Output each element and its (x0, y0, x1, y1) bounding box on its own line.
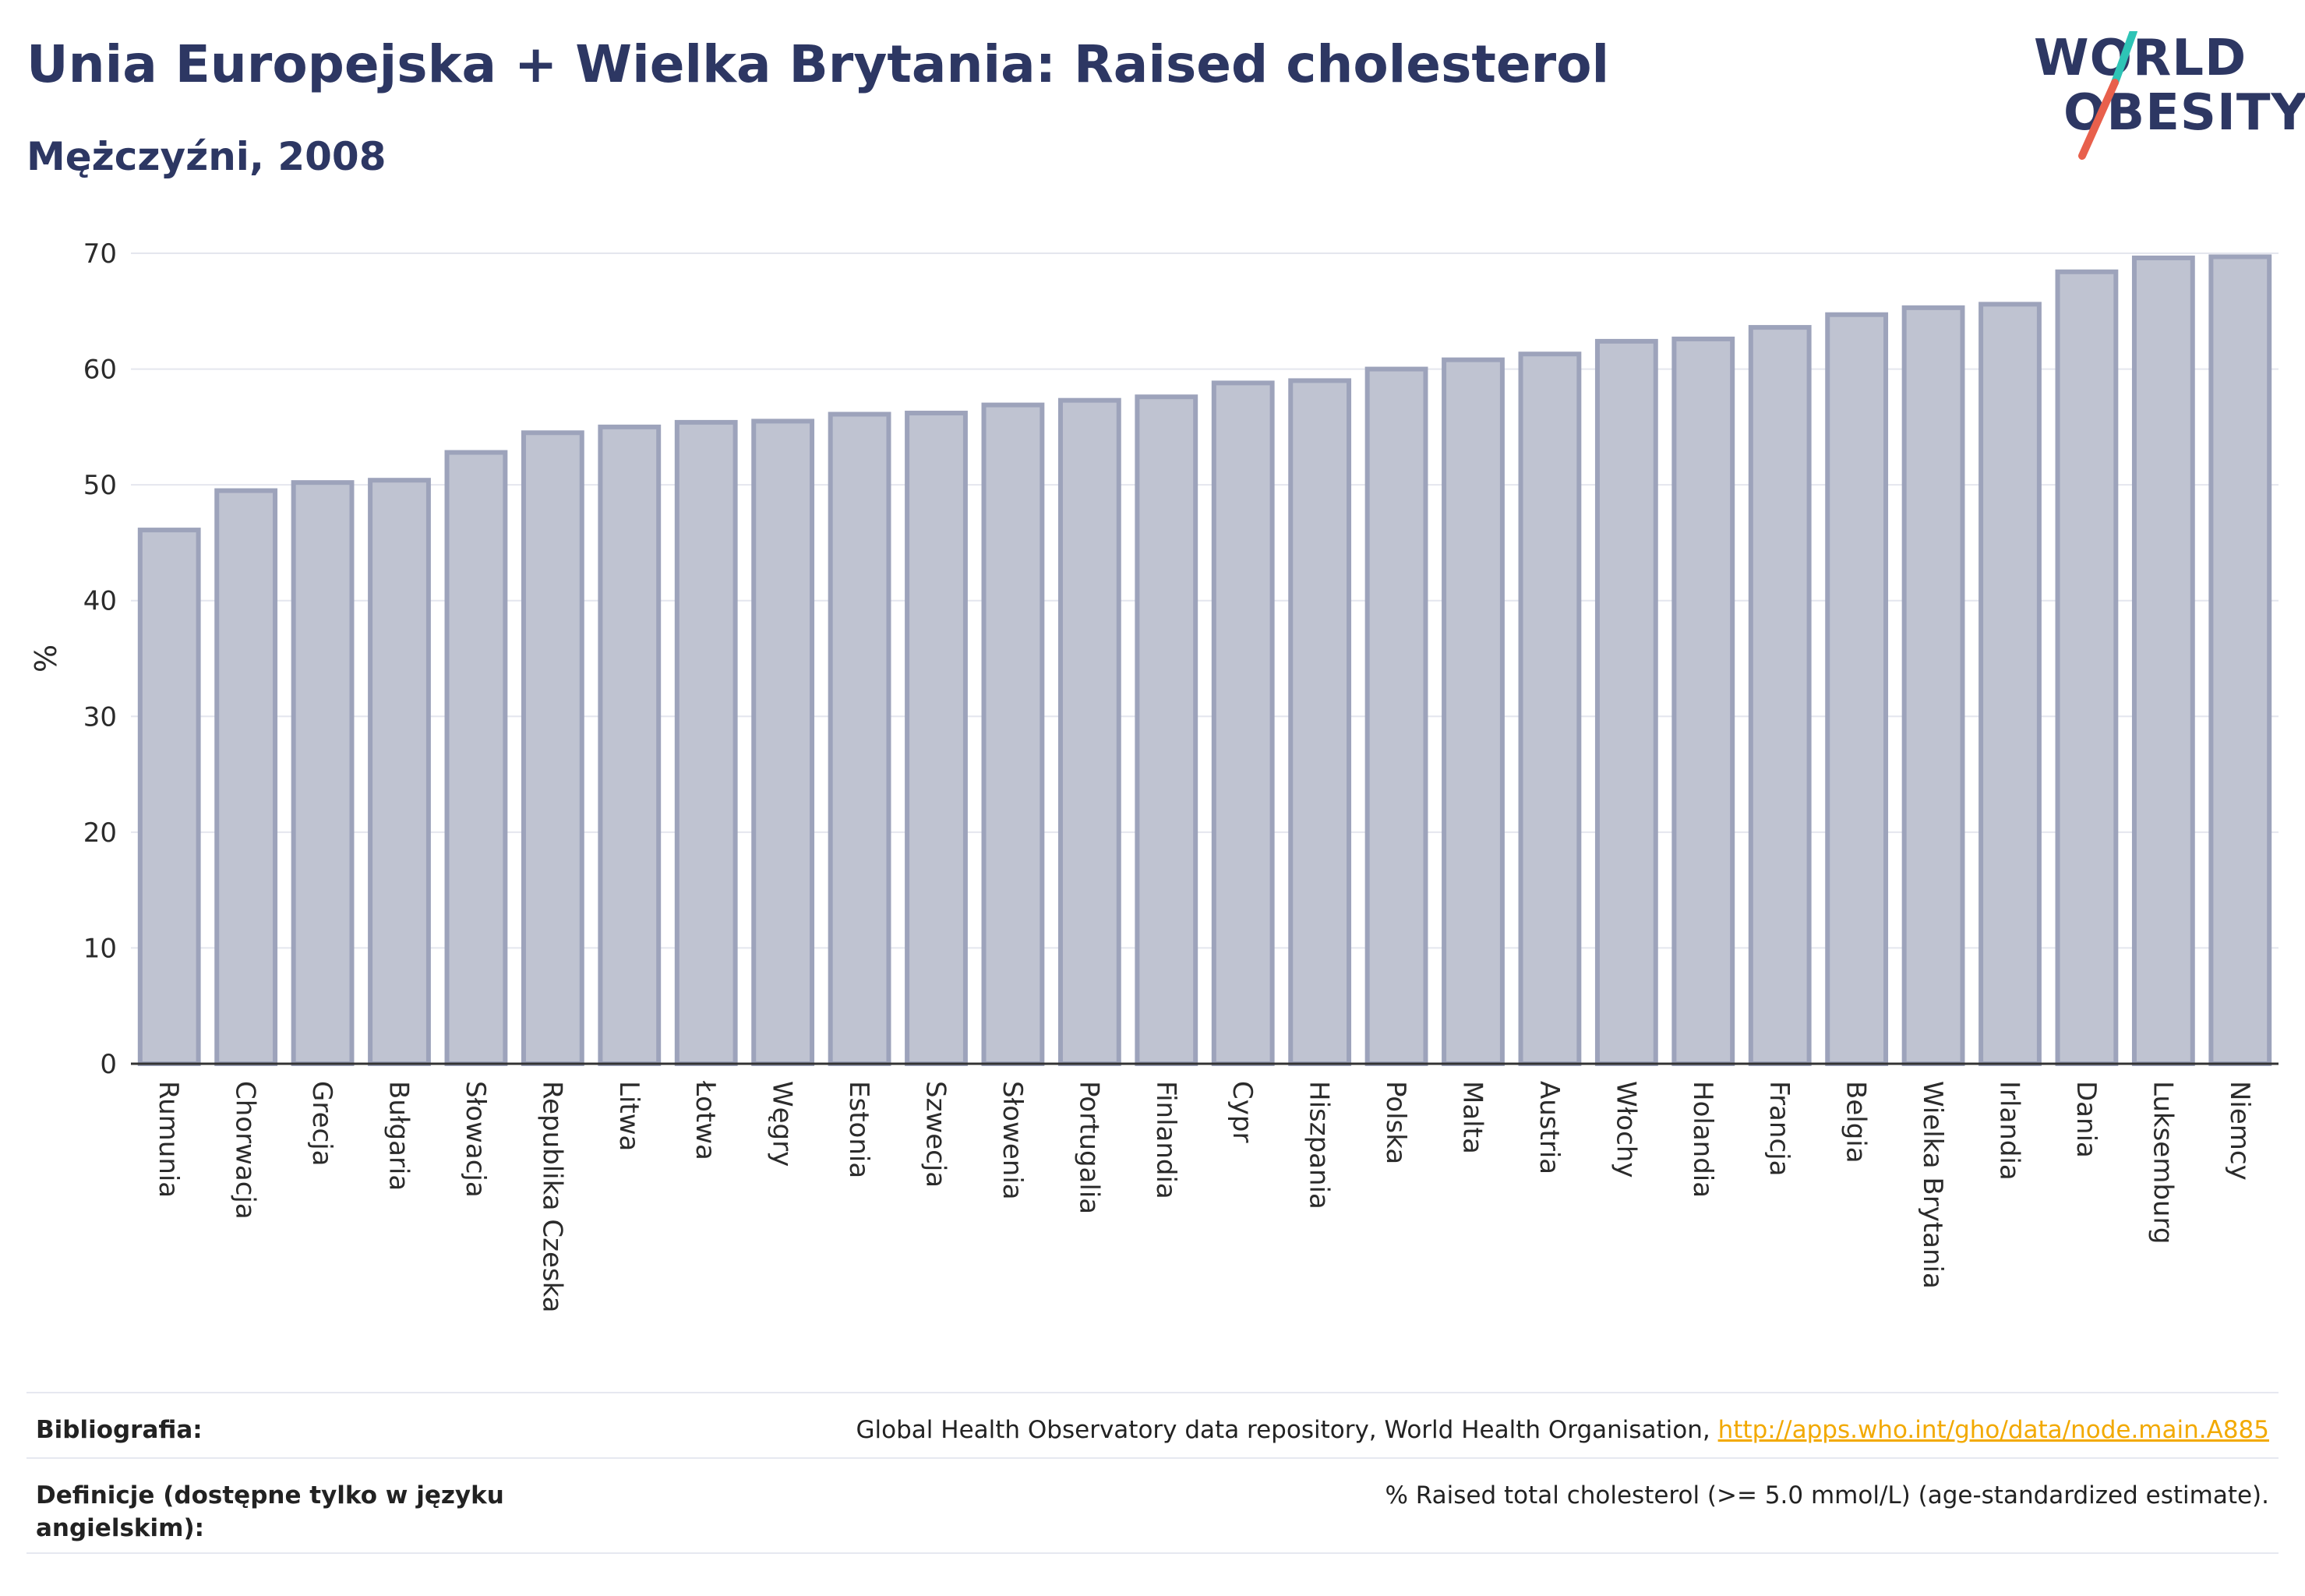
bar (598, 424, 662, 1067)
bar (1288, 378, 1352, 1066)
y-axis-label: % (29, 644, 63, 673)
logo-line-1: WORLD (2034, 30, 2247, 87)
world-obesity-logo: WORLD OBESITY (2034, 30, 2305, 164)
footer: Bibliografia: Global Health Observatory … (26, 1392, 2279, 1554)
y-tick-label: 40 (83, 586, 117, 617)
x-tick-label: Słowacja (460, 1081, 491, 1198)
logo-slash-icon (2078, 31, 2137, 160)
y-tick-label: 60 (83, 355, 117, 386)
bar (1364, 366, 1428, 1067)
definition-value: % Raised total cholesterol (>= 5.0 mmol/… (1385, 1481, 2269, 1509)
x-tick-label: Bułgaria (383, 1081, 415, 1191)
bar (751, 418, 815, 1066)
x-tick-label: Luksemburg (2147, 1081, 2178, 1244)
bar (1901, 305, 1965, 1067)
x-tick-label: Republika Czeska (536, 1081, 567, 1313)
x-tick-label: Chorwacja (230, 1081, 261, 1220)
bar (2055, 269, 2119, 1067)
bibliography-link[interactable]: http://apps.who.int/gho/data/node.main.A… (1717, 1416, 2269, 1444)
bar (1135, 394, 1198, 1066)
x-tick-label: Łotwa (690, 1080, 721, 1160)
bibliography-label: Bibliografia: (36, 1416, 203, 1444)
definition-label: Definicje (dostępne tylko w języku angie… (36, 1481, 504, 1542)
bar (674, 419, 738, 1066)
y-tick-label: 20 (83, 817, 117, 849)
x-tick-label: Holandia (1687, 1081, 1718, 1198)
bar (444, 450, 508, 1066)
y-tick-label: 50 (83, 470, 117, 501)
bar (1671, 336, 1735, 1066)
y-tick-label: 30 (83, 701, 117, 733)
x-tick-label: Finlandia (1150, 1081, 1181, 1199)
bar (1978, 302, 2042, 1067)
x-tick-label: Grecja (306, 1081, 337, 1166)
x-tick-label: Dania (2070, 1081, 2102, 1158)
bar (368, 478, 431, 1066)
x-tick-label: Włochy (1610, 1081, 1641, 1178)
x-tick-label: Węgry (767, 1081, 798, 1167)
bar (1748, 325, 1812, 1067)
bar (2131, 255, 2195, 1066)
bar (1825, 312, 1889, 1066)
x-tick-label: Szwecja (920, 1081, 951, 1188)
y-tick-label: 70 (83, 238, 117, 270)
definition-row: Definicje (dostępne tylko w języku angie… (26, 1457, 2279, 1554)
bar (1057, 397, 1121, 1066)
x-tick-label: Hiszpania (1304, 1081, 1335, 1209)
y-tick-label: 0 (100, 1049, 117, 1080)
bar (521, 430, 584, 1066)
x-tick-label: Irlandia (1994, 1081, 2025, 1181)
bar (1518, 351, 1582, 1066)
bar (828, 411, 891, 1066)
y-tick-label: 10 (83, 933, 117, 964)
bar-chart: 0 10 20 30 40 50 60 70% Rumunia Chorwacja Grecja Bu… (29, 238, 2279, 1313)
x-tick-label: Portugalia (1073, 1081, 1104, 1214)
bar (1594, 338, 1658, 1066)
bar (905, 411, 968, 1066)
bar (981, 402, 1045, 1066)
bibliography-row: Bibliografia: Global Health Observatory … (26, 1392, 2279, 1457)
x-tick-label: Rumunia (153, 1081, 184, 1198)
x-tick-label: Estonia (843, 1081, 874, 1178)
bar (214, 488, 278, 1067)
x-tick-label: Austria (1534, 1081, 1565, 1174)
x-tick-label: Niemcy (2224, 1081, 2255, 1181)
bar (1442, 357, 1505, 1066)
bibliography-text: Global Health Observatory data repositor… (856, 1416, 1718, 1444)
x-tick-label: Francja (1763, 1081, 1795, 1176)
x-tick-label: Cypr (1227, 1081, 1258, 1142)
x-tick-label: Polska (1380, 1081, 1411, 1164)
bar (137, 528, 201, 1067)
x-tick-label: Litwa (613, 1081, 644, 1151)
bibliography-value: Global Health Observatory data repositor… (856, 1414, 2269, 1446)
bar (2208, 254, 2272, 1066)
x-tick-label: Belgia (1841, 1081, 1872, 1163)
bar (291, 480, 355, 1066)
x-tick-label: Malta (1457, 1081, 1488, 1154)
bar (1211, 380, 1275, 1066)
x-tick-label: Słowenia (997, 1081, 1028, 1200)
chart-subtitle: Mężczyźni, 2008 (26, 134, 387, 179)
x-tick-label: Wielka Brytania (1917, 1081, 1948, 1289)
chart-title: Unia Europejska + Wielka Brytania: Raise… (26, 34, 1610, 94)
